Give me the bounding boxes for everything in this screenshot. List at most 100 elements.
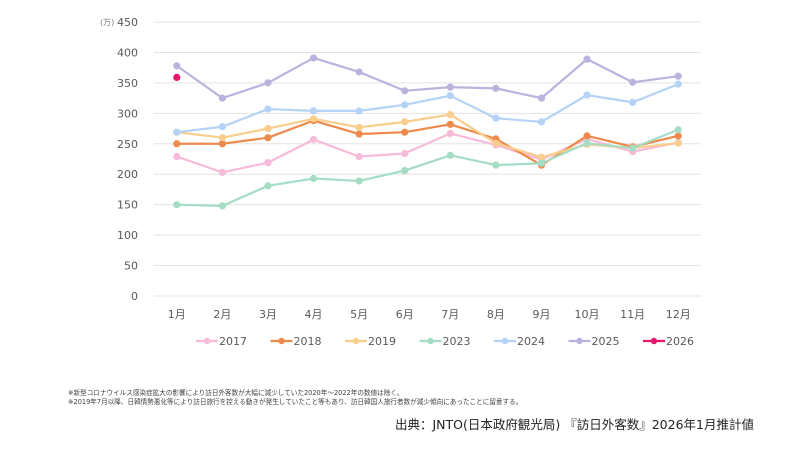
x-tick-label: 5月 (350, 308, 368, 321)
legend-label: 2025 (592, 335, 620, 348)
data-point-2024 (355, 107, 363, 115)
series-2024 (173, 80, 682, 136)
y-tick-label: 250 (117, 138, 138, 151)
series-line-2019 (176, 113, 679, 159)
legend-label: 2018 (294, 335, 322, 348)
y-axis: 0 50 100 150 200 250 300 350 400 450 (117, 16, 138, 303)
y-tick-label: 100 (117, 229, 138, 242)
data-point-2023 (492, 161, 500, 169)
data-point-2023 (583, 139, 591, 147)
y-tick-label: 200 (117, 168, 138, 181)
series-line-2025 (176, 56, 679, 100)
data-point-2018 (674, 132, 682, 140)
data-point-2025 (446, 83, 454, 91)
legend-swatch-marker (576, 337, 583, 345)
data-point-2025 (401, 87, 409, 95)
data-point-2025 (629, 78, 637, 86)
legend-swatch-marker (501, 337, 509, 345)
legend-swatch-marker (278, 337, 285, 345)
data-point-2017 (218, 168, 226, 176)
legend-label: 2017 (219, 335, 247, 348)
data-point-2025 (218, 94, 226, 102)
legend-item-2019: 2019 (345, 335, 396, 348)
source-citation: 出典：JNTO(日本政府観光局) 『訪日外客数』2026年1月推計値 (394, 417, 754, 432)
legend-item-2024: 2024 (494, 335, 545, 348)
data-point-2019 (264, 124, 272, 133)
x-tick-label: 11月 (620, 308, 645, 321)
series-line-2023 (176, 128, 679, 207)
legend-item-2017: 2017 (196, 335, 247, 348)
data-point-2023 (446, 151, 454, 159)
data-point-2025 (309, 54, 318, 62)
data-point-2024 (401, 101, 409, 109)
legend-label: 2024 (517, 335, 545, 348)
y-tick-label: 50 (124, 260, 138, 273)
data-point-2019 (309, 115, 318, 123)
data-point-2024 (173, 128, 181, 136)
legend-label: 2026 (666, 335, 694, 348)
data-point-2019 (674, 139, 682, 147)
y-tick-label: 400 (117, 46, 138, 59)
data-point-2017 (446, 129, 454, 138)
y-tick-label: 350 (117, 77, 138, 90)
legend-swatch-marker (650, 337, 658, 345)
data-point-2024 (492, 114, 500, 122)
data-point-2025 (173, 62, 181, 70)
series-line-2017 (176, 132, 679, 174)
data-point-2023 (355, 177, 363, 185)
data-point-2017 (173, 152, 181, 161)
series-line-2024 (176, 83, 679, 134)
data-point-2023 (401, 166, 409, 175)
data-point-2024 (583, 91, 591, 99)
footnotes: ※新型コロナウイルス感染症拡大の影響により訪日外客数が大幅に減少していた2020… (68, 389, 522, 407)
data-point-2018 (218, 140, 226, 148)
data-point-2023 (264, 182, 272, 190)
data-point-2017 (355, 152, 363, 161)
data-point-2017 (401, 149, 409, 158)
data-point-2024 (537, 118, 546, 126)
x-tick-label: 4月 (305, 308, 323, 321)
data-point-2025 (355, 68, 363, 76)
series-2023 (173, 126, 682, 210)
legend-label: 2019 (368, 335, 396, 348)
data-point-2023 (674, 126, 682, 134)
y-unit-label: (万) (100, 18, 114, 27)
data-point-2026 (173, 73, 181, 82)
x-tick-label: 7月 (441, 308, 459, 321)
data-point-2024 (309, 107, 318, 115)
gridlines (154, 21, 701, 297)
data-point-2025 (492, 84, 500, 92)
series-2025 (173, 54, 682, 102)
footnote-1: ※新型コロナウイルス感染症拡大の影響により訪日外客数が大幅に減少していた2020… (68, 389, 404, 397)
data-point-2024 (446, 92, 454, 100)
data-point-2023 (629, 144, 637, 152)
y-tick-label: 300 (117, 107, 138, 120)
legend-item-2025: 2025 (568, 335, 620, 348)
y-tick-label: 150 (117, 199, 138, 212)
data-point-2024 (629, 98, 637, 106)
data-point-2018 (446, 120, 454, 128)
data-point-2025 (264, 79, 272, 87)
data-point-2024 (264, 105, 272, 113)
data-point-2019 (401, 118, 409, 126)
x-tick-label: 12月 (666, 308, 691, 321)
data-point-2019 (492, 139, 500, 147)
legend-label: 2023 (443, 335, 471, 348)
x-tick-label: 1月 (168, 308, 186, 321)
x-tick-label: 10月 (575, 308, 600, 321)
data-point-2023 (537, 159, 546, 167)
data-point-2023 (218, 202, 226, 210)
series-2017 (173, 129, 682, 176)
data-point-2019 (218, 134, 226, 142)
footnote-2: ※2019年7月以降、日韓情勢悪化等により訪日旅行を控える動きが発生していたこと… (68, 398, 523, 406)
x-tick-label: 6月 (396, 308, 414, 321)
legend-swatch-marker (352, 337, 360, 345)
x-tick-label: 3月 (259, 308, 277, 321)
data-point-2019 (446, 110, 454, 119)
x-tick-label: 9月 (532, 308, 550, 321)
data-point-2018 (355, 130, 363, 138)
legend-item-2018: 2018 (270, 335, 322, 348)
data-point-2018 (173, 140, 181, 148)
data-point-2025 (674, 72, 682, 80)
